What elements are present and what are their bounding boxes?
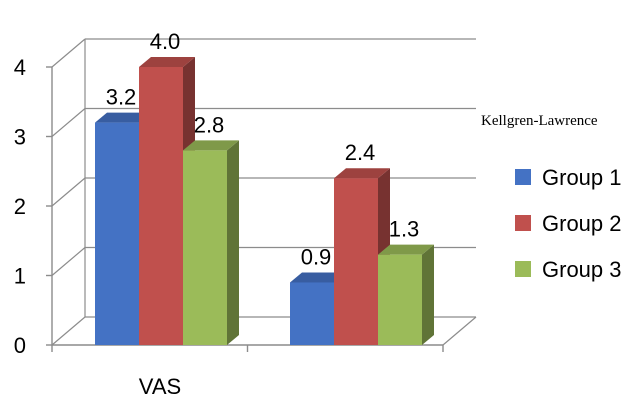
data-label: 3.2 [106,85,137,110]
floor-edge [442,316,477,346]
gridline-depth [51,177,86,207]
data-label: 1.3 [389,217,420,242]
legend-swatch [515,215,531,231]
legend-swatch [515,169,531,185]
y-tick-label: 2 [14,194,26,219]
gridline-depth [51,38,86,68]
legend-label: Group 2 [542,211,622,236]
y-tick-labels: 0 1 2 3 4 [14,55,26,358]
y-tick-label: 3 [14,125,26,150]
bar [378,244,434,345]
gridline-depth [51,108,86,137]
category-label: VAS [139,374,181,399]
gridline-depth [51,247,86,276]
legend-label: Group 3 [542,257,622,282]
data-label: 4.0 [150,29,181,54]
category-labels: VAS Kellgren-Lawrence [139,113,598,399]
category-label: Kellgren-Lawrence [481,113,598,129]
y-tick-label: 4 [14,55,26,80]
data-label: 0.9 [301,244,332,269]
y-tick-label: 0 [14,333,26,358]
data-labels: 3.2 4.0 2.8 0.9 2.4 1.3 [106,29,420,269]
y-tick-label: 1 [14,264,26,289]
legend: Group 1 Group 2 Group 3 [515,165,622,282]
legend-swatch [515,261,531,277]
data-label: 2.8 [194,112,225,137]
legend-label: Group 1 [542,165,622,190]
data-label: 2.4 [345,140,376,165]
bar [183,140,239,345]
gridline-depth [51,316,86,346]
bars [95,57,434,345]
